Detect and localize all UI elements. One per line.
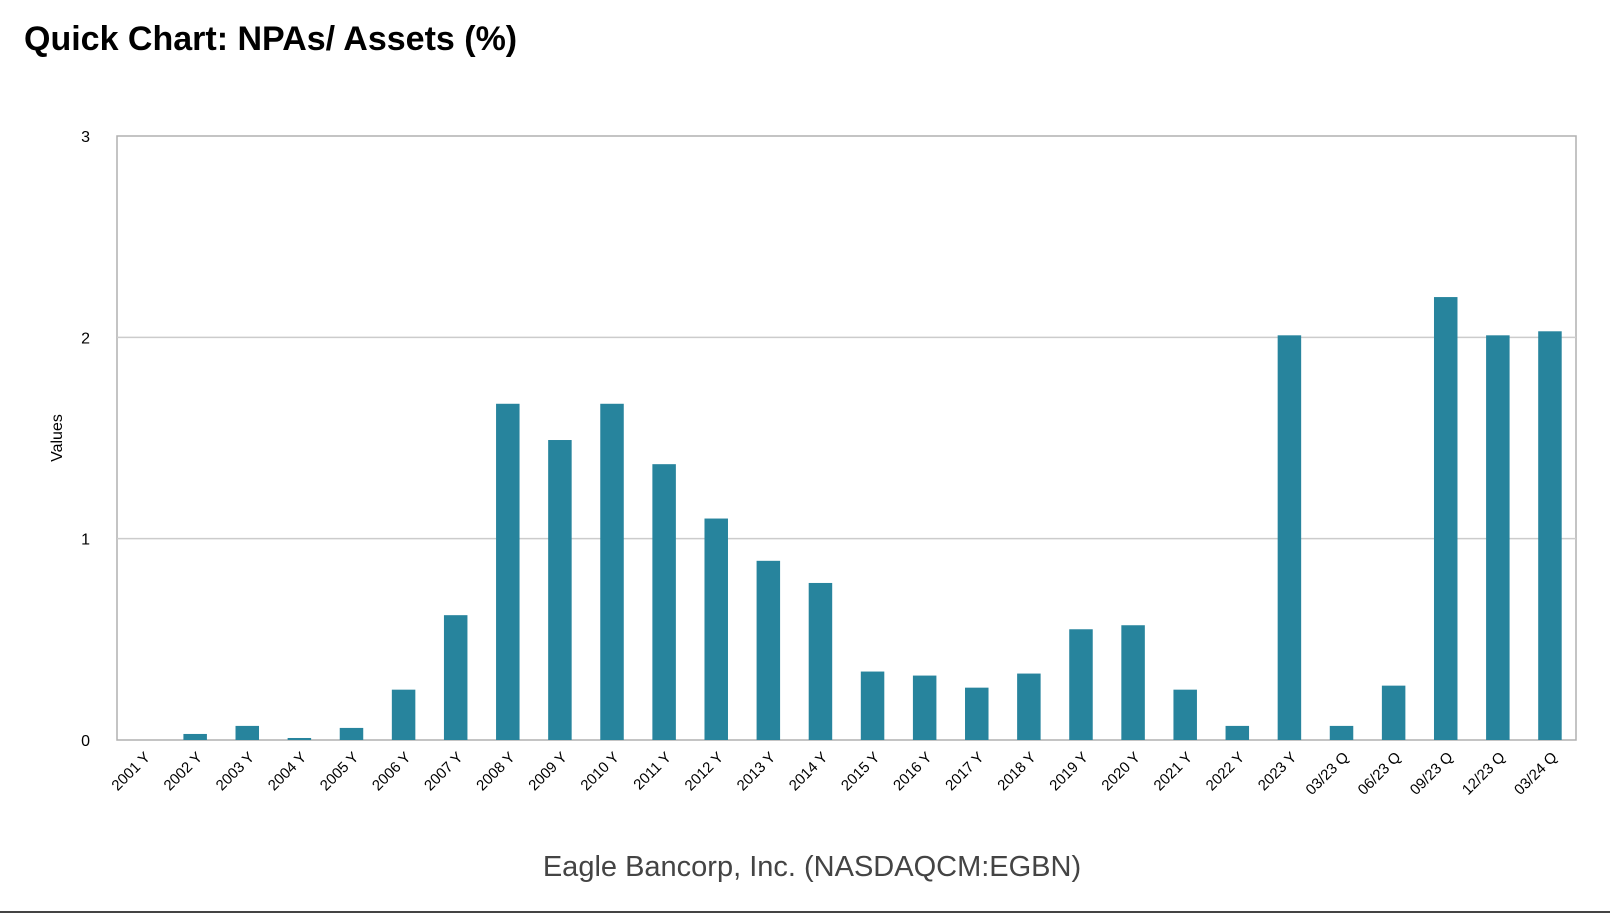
x-tick-label: 2021 Y: [1151, 749, 1196, 794]
x-tick-label: 2022 Y: [1203, 749, 1248, 794]
y-axis-label: Values: [49, 414, 66, 462]
x-tick-label: 2002 Y: [161, 749, 206, 794]
bar: [496, 403, 520, 740]
x-tick-label: 2007 Y: [421, 749, 466, 794]
y-axis-ticks: 0 1 2 3: [81, 129, 90, 750]
x-tick-label: 2019 Y: [1046, 749, 1091, 794]
x-tick-label: 2018 Y: [994, 749, 1039, 794]
bottom-divider: [0, 911, 1610, 913]
x-tick-label: 2009 Y: [525, 749, 570, 794]
x-tick-label: 2003 Y: [213, 749, 258, 794]
y-tick-label: 1: [81, 532, 90, 549]
bar: [1121, 625, 1145, 740]
x-axis-label: Eagle Bancorp, Inc. (NASDAQCM:EGBN): [543, 851, 1081, 883]
x-axis-ticks: 2001 Y 2002 Y 2003 Y 2004 Y 2005 Y 2006 Y 2007…: [108, 749, 1560, 799]
x-tick-label: 06/23 Q: [1355, 749, 1405, 799]
grid-lines: [116, 135, 1577, 741]
bar: [235, 725, 260, 740]
y-tick-label: 3: [81, 129, 90, 146]
x-tick-label: 2013 Y: [734, 749, 779, 794]
x-tick-label: 2015 Y: [838, 749, 883, 794]
bar: [1433, 297, 1458, 740]
x-tick-label: 12/23 Q: [1459, 749, 1509, 799]
x-tick-label: 03/23 Q: [1303, 749, 1353, 799]
x-tick-label: 2010 Y: [577, 749, 622, 794]
bar: [287, 737, 312, 740]
y-tick-label: 0: [81, 733, 90, 750]
bar: [652, 464, 676, 740]
x-tick-label: 03/24 Q: [1511, 749, 1561, 799]
bar: [1486, 335, 1510, 740]
x-tick-label: 2001 Y: [108, 749, 153, 794]
x-tick-label: 2008 Y: [473, 749, 518, 794]
bar: [443, 615, 468, 740]
bar: [756, 560, 781, 740]
x-tick-label: 2020 Y: [1098, 749, 1143, 794]
bar: [860, 671, 885, 740]
y-tick-label: 2: [81, 330, 90, 347]
bar: [1538, 331, 1562, 740]
x-tick-label: 2014 Y: [786, 749, 831, 794]
x-tick-label: 09/23 Q: [1407, 749, 1457, 799]
x-tick-label: 2016 Y: [890, 749, 935, 794]
chart-title: Quick Chart: NPAs/ Assets (%): [24, 20, 518, 58]
bar: [548, 440, 572, 740]
x-tick-label: 2017 Y: [942, 749, 987, 794]
bar: [808, 582, 833, 740]
x-tick-label: 2012 Y: [682, 749, 727, 794]
plot-frame: [116, 135, 1577, 741]
bar: [1017, 673, 1041, 740]
bar: [1225, 725, 1250, 740]
x-tick-label: 2004 Y: [265, 749, 310, 794]
bar: [965, 687, 989, 740]
bar: [1173, 689, 1197, 740]
bar: [1329, 725, 1354, 740]
x-tick-label: 2005 Y: [317, 749, 362, 794]
x-tick-label: 2023 Y: [1255, 749, 1300, 794]
bar: [1277, 335, 1302, 740]
bar: [912, 675, 937, 740]
bars: [183, 297, 1562, 740]
bar: [339, 727, 364, 740]
bar: [1069, 629, 1093, 740]
bar: [391, 689, 416, 740]
x-tick-label: 2011 Y: [630, 749, 675, 794]
bar: [704, 518, 728, 740]
bar: [1381, 685, 1406, 740]
x-tick-label: 2006 Y: [369, 749, 414, 794]
bar: [183, 733, 207, 740]
bar: [600, 403, 624, 740]
